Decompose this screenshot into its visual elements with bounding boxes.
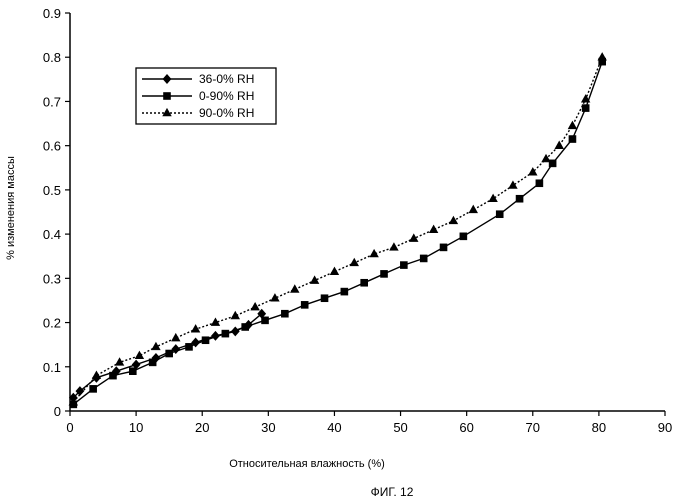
legend-box <box>135 67 277 125</box>
square-marker <box>515 194 524 203</box>
series-2 <box>69 57 606 409</box>
y-tick-label: 0.1 <box>43 360 61 375</box>
x-axis-title: Относительная влажность (%) <box>229 458 385 470</box>
square-marker <box>201 336 210 345</box>
square-marker <box>165 349 173 358</box>
triangle-marker <box>369 248 379 258</box>
square-marker <box>320 294 329 303</box>
series-layer <box>68 52 607 409</box>
x-tick-label: 0 <box>66 420 73 435</box>
axis-ticks: 0 10 20 30 40 50 60 70 80 90 0 0.1 0.2 0.3 0.4 0.5 0.6 0.… <box>43 6 672 435</box>
square-marker <box>340 287 349 296</box>
triangle-marker <box>171 332 181 342</box>
triangle-marker <box>270 293 280 302</box>
triangle-marker <box>349 257 359 267</box>
triangle-marker <box>580 94 591 103</box>
triangle-marker <box>329 266 340 276</box>
square-marker <box>185 343 193 351</box>
y-axis-title: % изменения массы <box>5 156 17 260</box>
square-marker <box>568 135 577 143</box>
triangle-marker <box>91 370 102 379</box>
square-marker <box>535 179 544 188</box>
y-tick-label: 0 <box>54 404 61 419</box>
square-marker <box>109 371 117 380</box>
x-tick-label: 40 <box>327 420 341 435</box>
square-marker <box>89 385 97 393</box>
legend-item: 0-90% RH <box>142 89 254 103</box>
triangle-marker <box>68 397 79 406</box>
square-marker <box>261 316 269 325</box>
square-marker <box>548 159 557 168</box>
y-tick-label: 0.5 <box>43 183 61 198</box>
triangle-marker <box>389 242 399 251</box>
triangle-marker <box>541 153 551 163</box>
series-3 <box>68 52 607 406</box>
x-tick-label: 50 <box>393 420 407 435</box>
triangle-marker <box>114 357 125 366</box>
triangle-marker <box>567 120 578 130</box>
y-tick-label: 0.4 <box>43 227 61 242</box>
triangle-marker <box>290 284 300 293</box>
x-tick-label: 20 <box>195 420 209 435</box>
legend-label: 36-0% RH <box>199 72 254 86</box>
square-marker <box>495 210 504 219</box>
y-tick-label: 0.6 <box>43 139 61 154</box>
square-marker <box>459 232 468 241</box>
triangle-marker <box>554 140 564 149</box>
triangle-marker <box>162 107 172 117</box>
legend: 36-0% RH 0-90% RH 90-0% RH <box>135 67 277 125</box>
square-marker <box>281 309 289 318</box>
square-marker <box>439 243 448 252</box>
series-line <box>72 61 603 405</box>
x-tick-label: 10 <box>129 420 143 435</box>
y-tick-label: 0.3 <box>43 271 61 286</box>
square-marker <box>419 254 428 263</box>
square-marker <box>163 92 171 100</box>
square-marker <box>221 329 230 338</box>
triangle-marker <box>468 204 478 214</box>
y-tick-label: 0.2 <box>43 316 61 331</box>
triangle-marker <box>528 167 538 176</box>
x-tick-label: 70 <box>526 420 540 435</box>
triangle-marker <box>488 193 498 203</box>
triangle-marker <box>409 233 419 242</box>
triangle-marker <box>309 275 320 284</box>
triangle-marker <box>250 301 260 311</box>
square-marker <box>241 323 249 331</box>
square-marker <box>380 270 388 278</box>
y-tick-label: 0.7 <box>43 94 61 109</box>
triangle-marker <box>190 324 201 333</box>
diamond-marker <box>162 74 172 84</box>
y-tick-label: 0.8 <box>43 50 61 65</box>
triangle-marker <box>597 52 607 61</box>
square-marker <box>581 104 590 112</box>
triangle-marker <box>151 341 161 351</box>
x-tick-label: 90 <box>658 420 672 435</box>
x-tick-label: 60 <box>459 420 473 435</box>
axes <box>69 13 665 412</box>
square-marker <box>129 367 137 376</box>
x-tick-label: 80 <box>592 420 606 435</box>
legend-item: 36-0% RH <box>142 72 254 86</box>
triangle-marker <box>508 180 518 189</box>
x-tick-label: 30 <box>261 420 275 435</box>
square-marker <box>148 358 157 367</box>
triangle-marker <box>428 224 439 233</box>
figure-caption: ФИГ. 12 <box>371 485 414 499</box>
triangle-marker <box>448 215 459 225</box>
y-tick-label: 0.9 <box>43 6 61 21</box>
legend-label: 0-90% RH <box>199 89 254 103</box>
square-marker <box>400 261 408 269</box>
square-marker <box>300 301 309 309</box>
legend-item: 90-0% RH <box>142 106 254 120</box>
legend-label: 90-0% RH <box>199 106 254 120</box>
triangle-marker <box>210 317 221 326</box>
square-marker <box>360 278 368 287</box>
triangle-marker <box>134 350 145 360</box>
triangle-marker <box>230 310 240 320</box>
